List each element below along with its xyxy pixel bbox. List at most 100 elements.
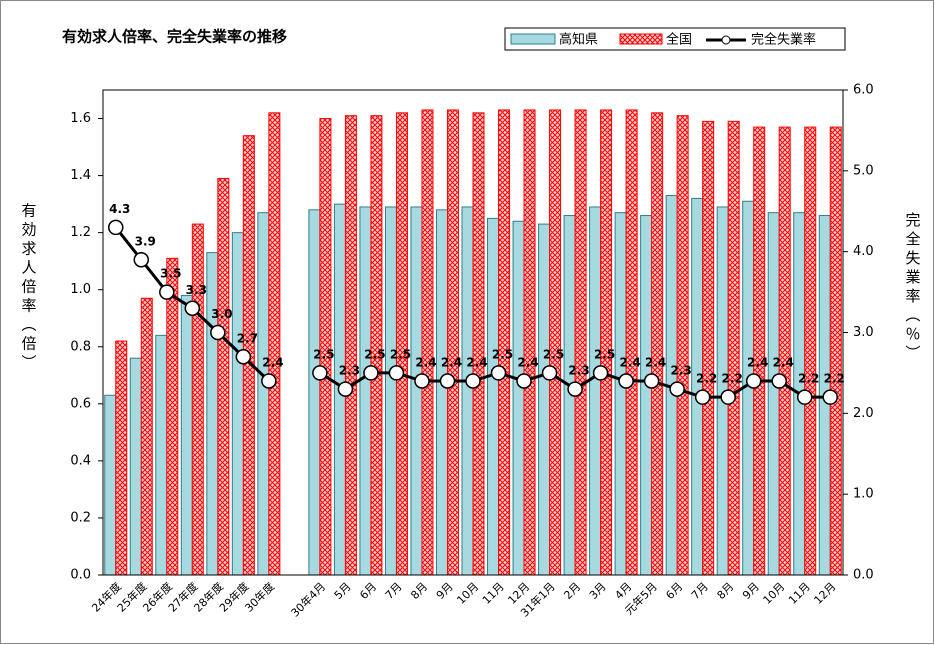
line-marker bbox=[771, 373, 787, 389]
line-marker bbox=[363, 365, 379, 381]
data-label: 3.3 bbox=[186, 283, 207, 297]
line-marker bbox=[618, 373, 634, 389]
line-marker bbox=[567, 381, 583, 397]
bar bbox=[191, 223, 204, 576]
line-marker bbox=[337, 381, 354, 397]
y-tick-label: 1.6 bbox=[70, 111, 91, 126]
data-label: 3.9 bbox=[135, 234, 156, 248]
line-marker bbox=[669, 381, 685, 397]
line-marker bbox=[210, 324, 226, 341]
x-tick-label: 11月 bbox=[786, 580, 813, 607]
line-marker bbox=[133, 252, 150, 268]
legend-swatch bbox=[510, 33, 556, 45]
bar bbox=[395, 112, 408, 576]
x-tick-label: 8月 bbox=[408, 580, 430, 602]
y2-tick-label: 5.0 bbox=[853, 163, 874, 178]
x-tick-label: 5月 bbox=[332, 580, 354, 602]
x-tick-label: 2月 bbox=[561, 580, 583, 602]
legend-label: 完全失業率 bbox=[751, 32, 816, 48]
y2-tick-label: 0.0 bbox=[853, 568, 874, 583]
y-tick-label: 1.2 bbox=[70, 225, 91, 240]
bar bbox=[384, 206, 397, 576]
bar bbox=[804, 126, 817, 576]
data-label: 2.4 bbox=[466, 356, 487, 370]
bar bbox=[359, 206, 372, 576]
line-marker bbox=[312, 365, 328, 381]
bar bbox=[410, 206, 423, 576]
data-label: 2.2 bbox=[824, 372, 845, 386]
bar bbox=[206, 252, 219, 576]
line-marker bbox=[159, 284, 175, 300]
bar bbox=[702, 120, 715, 576]
data-label: 4.3 bbox=[109, 202, 130, 216]
data-label: 2.3 bbox=[339, 364, 360, 378]
x-tick-label: 9月 bbox=[740, 580, 762, 602]
line-marker bbox=[822, 389, 838, 405]
bar bbox=[446, 109, 459, 576]
line-marker bbox=[439, 373, 456, 389]
data-label: 2.2 bbox=[696, 372, 717, 386]
data-label: 2.5 bbox=[313, 347, 334, 361]
data-label: 2.4 bbox=[441, 356, 462, 370]
line-marker bbox=[388, 365, 405, 381]
legend-swatch bbox=[721, 35, 731, 45]
bar bbox=[498, 109, 511, 576]
bar bbox=[231, 232, 244, 576]
bar bbox=[104, 394, 117, 576]
y-tick-label: 0.6 bbox=[70, 396, 91, 411]
line-marker bbox=[465, 373, 481, 389]
data-label: 2.5 bbox=[594, 347, 615, 361]
bar bbox=[778, 126, 791, 576]
line-marker bbox=[720, 389, 736, 405]
line-marker bbox=[796, 389, 813, 405]
x-tick-label: 30年度 bbox=[242, 579, 277, 614]
line-marker bbox=[235, 349, 252, 365]
bar bbox=[651, 112, 664, 576]
bar bbox=[308, 209, 321, 576]
data-label: 2.4 bbox=[415, 356, 436, 370]
bar bbox=[829, 126, 842, 576]
bar bbox=[217, 177, 230, 576]
bar bbox=[640, 215, 653, 576]
bar bbox=[549, 109, 562, 576]
x-tick-label: 10月 bbox=[454, 580, 481, 607]
legend-label: 全国 bbox=[666, 32, 692, 48]
bar bbox=[589, 206, 602, 576]
line-marker bbox=[694, 389, 711, 405]
data-label: 2.3 bbox=[568, 364, 589, 378]
data-label: 2.4 bbox=[747, 356, 768, 370]
x-tick-label: 6月 bbox=[663, 580, 685, 602]
bar bbox=[523, 109, 536, 576]
line-marker bbox=[541, 365, 558, 381]
legend-box bbox=[504, 27, 846, 51]
y2-axis-label: 完全失業率（％） bbox=[904, 212, 922, 364]
chart-title: 有効求人倍率、完全失業率の推移 bbox=[62, 28, 287, 46]
bar bbox=[691, 197, 704, 576]
bar bbox=[767, 212, 780, 576]
data-label: 2.5 bbox=[492, 347, 513, 361]
data-label: 3.0 bbox=[211, 307, 232, 321]
bar bbox=[538, 223, 551, 576]
data-label: 2.4 bbox=[773, 356, 794, 370]
bar bbox=[180, 294, 193, 576]
x-tick-label: 9月 bbox=[434, 580, 456, 602]
bar bbox=[129, 357, 142, 576]
y-tick-label: 0.4 bbox=[70, 453, 91, 468]
bar bbox=[166, 257, 179, 576]
bar bbox=[727, 120, 740, 576]
line-marker bbox=[184, 300, 201, 316]
x-tick-label: 6月 bbox=[357, 580, 379, 602]
legend-swatch bbox=[619, 33, 663, 45]
y2-tick-label: 3.0 bbox=[853, 325, 874, 340]
bar bbox=[625, 109, 638, 576]
line-marker bbox=[643, 373, 660, 389]
bar bbox=[676, 115, 689, 576]
bar bbox=[487, 217, 500, 576]
data-label: 2.7 bbox=[237, 331, 258, 345]
y-tick-label: 1.4 bbox=[70, 168, 91, 183]
bar bbox=[614, 212, 627, 576]
bar bbox=[115, 340, 128, 576]
y-axis-label: 有効求人倍率（倍） bbox=[20, 203, 38, 374]
